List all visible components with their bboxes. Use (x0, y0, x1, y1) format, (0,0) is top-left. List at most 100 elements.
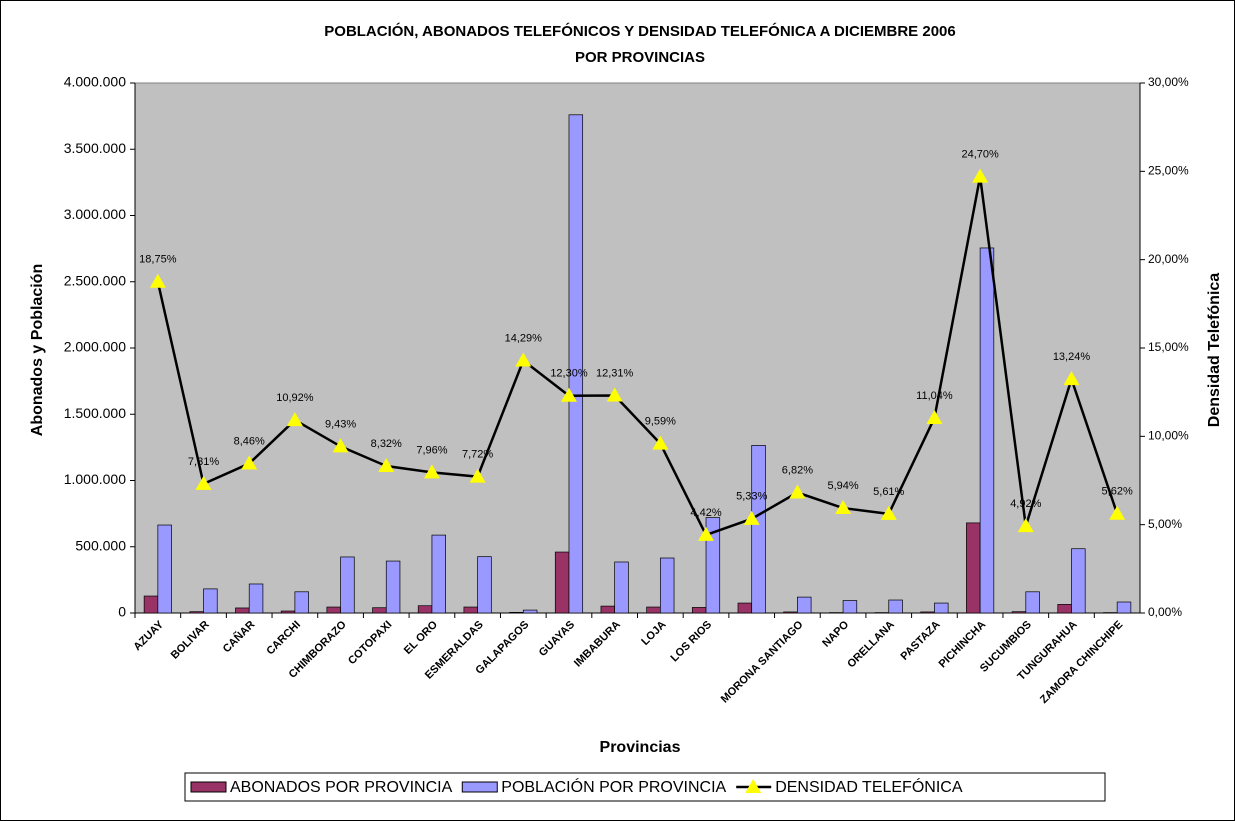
y-tick-label: 1.500.000 (64, 405, 126, 421)
density-marker (652, 435, 669, 450)
data-label: 10,92% (276, 392, 314, 404)
bar (1116, 601, 1132, 614)
bar (979, 247, 995, 614)
bar (372, 607, 387, 614)
density-marker (195, 475, 212, 490)
bar (888, 599, 903, 614)
data-label: 13,24% (1053, 351, 1091, 363)
legend-label: POBLACIÓN POR PROVINCIA (501, 777, 726, 796)
legend: ABONADOS POR PROVINCIA POBLACIÓN POR PROV… (184, 772, 1106, 802)
bar (934, 602, 949, 614)
data-label: 24,70% (961, 149, 999, 161)
data-label: 7,96% (416, 444, 447, 456)
bar (509, 611, 524, 614)
density-marker (1063, 371, 1080, 386)
bar (1011, 611, 1027, 614)
legend-label: DENSIDAD TELEFÓNICA (775, 777, 963, 796)
y2-tick-label: 25,00% (1148, 164, 1189, 178)
data-label: 12,30% (550, 368, 588, 380)
bar (614, 561, 629, 614)
density-marker (972, 168, 989, 183)
bar (737, 602, 753, 614)
chart-title: POR PROVINCIAS (575, 49, 705, 66)
bar (143, 595, 159, 614)
bar (431, 534, 446, 614)
density-marker (469, 468, 486, 483)
bar (157, 524, 172, 614)
y2-tick-label: 0,00% (1148, 605, 1182, 619)
density-marker (286, 412, 303, 427)
chart-title: POBLACIÓN, ABONADOS TELEFÓNICOS Y DENSID… (324, 22, 955, 40)
bar (600, 605, 616, 614)
data-label: 11,04% (916, 390, 953, 402)
bar (966, 522, 981, 614)
bar (248, 583, 264, 614)
density-marker (149, 273, 166, 288)
y-tick-label: 2.500.000 (64, 272, 126, 288)
data-label: 5,33% (736, 491, 767, 503)
y-axis-label: Abonados y Población (29, 264, 46, 436)
bar (842, 600, 858, 614)
data-label: 8,32% (371, 438, 402, 450)
y2-tick-label: 30,00% (1148, 75, 1189, 89)
data-label: 9,43% (325, 418, 356, 430)
density-marker (1109, 505, 1126, 520)
bar (1025, 591, 1040, 614)
bar (1057, 604, 1072, 614)
density-marker (606, 387, 623, 402)
y2-axis-label: Densidad Telefónica (1206, 273, 1223, 428)
data-label: 12,31% (596, 367, 634, 379)
density-marker (743, 510, 760, 525)
data-label: 4,92% (1010, 498, 1041, 510)
y-tick-label: 4.000.000 (64, 74, 126, 90)
data-label: 5,94% (827, 480, 858, 492)
data-label: 14,29% (505, 332, 543, 344)
legend-swatch (190, 781, 227, 793)
bar (189, 611, 204, 614)
data-label: 18,75% (139, 254, 177, 266)
density-marker (423, 464, 440, 479)
bar (554, 551, 570, 614)
bar (385, 560, 401, 614)
density-line (156, 176, 1119, 537)
bar (280, 610, 296, 614)
bar (235, 607, 250, 614)
y2-tick-label: 5,00% (1148, 517, 1182, 531)
bar (646, 606, 661, 614)
data-label: 8,46% (234, 435, 265, 447)
y-tick-label: 3.000.000 (64, 206, 126, 222)
data-label: 6,82% (782, 464, 813, 476)
density-marker (332, 438, 349, 453)
legend-marker (745, 779, 762, 793)
y2-tick-label: 20,00% (1148, 252, 1189, 266)
density-marker (515, 352, 532, 367)
bar (340, 556, 355, 614)
bar (522, 609, 538, 614)
density-marker (926, 409, 943, 424)
y2-tick-label: 10,00% (1148, 429, 1189, 443)
density-marker (241, 455, 258, 470)
bar (920, 611, 935, 614)
legend-swatch (461, 781, 498, 793)
bar (568, 114, 584, 614)
bar (1071, 548, 1086, 614)
bar (691, 607, 707, 614)
density-marker (1017, 518, 1034, 533)
data-label: 7,31% (188, 456, 219, 468)
bar (797, 596, 812, 614)
data-label: 4,42% (690, 507, 721, 519)
data-label: 5,62% (1102, 486, 1133, 498)
y-tick-label: 500.000 (75, 537, 126, 553)
bar (203, 588, 218, 614)
bar (417, 605, 433, 614)
density-marker (880, 505, 897, 520)
bar (705, 517, 721, 614)
x-axis-label: Provincias (600, 739, 681, 756)
density-marker (789, 484, 806, 499)
y-tick-label: 1.000.000 (64, 471, 126, 487)
legend-box (184, 772, 1106, 802)
density-marker (378, 458, 395, 473)
data-label: 9,59% (645, 415, 676, 427)
density-marker (560, 387, 577, 402)
